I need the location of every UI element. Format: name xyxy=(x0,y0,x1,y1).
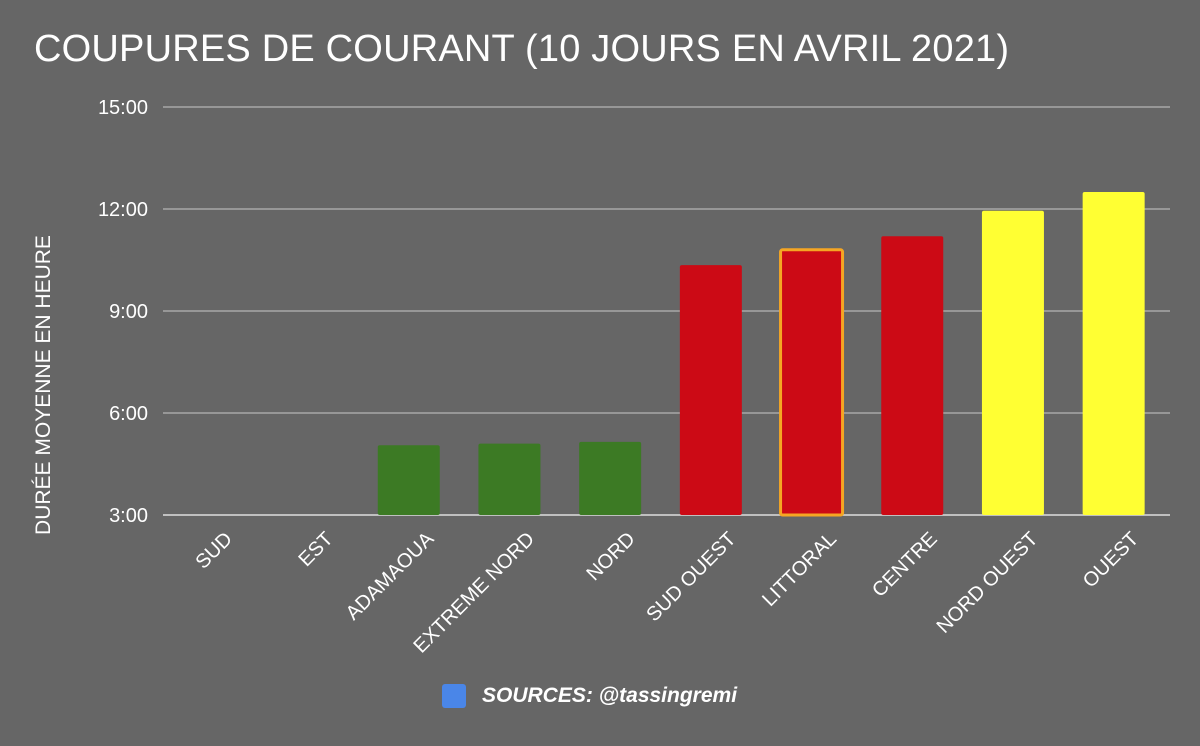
x-tick-label: SUD OUEST xyxy=(642,528,740,626)
x-tick-label: CENTRE xyxy=(868,528,942,602)
y-tick-label: 6:00 xyxy=(109,403,148,425)
bar xyxy=(579,441,642,515)
legend-swatch xyxy=(442,684,466,708)
y-tick-label: 15:00 xyxy=(98,97,148,119)
y-tick-label: 9:00 xyxy=(109,301,148,323)
x-tick-label: NORD xyxy=(582,528,639,585)
bar xyxy=(1082,192,1145,515)
bar xyxy=(377,445,440,515)
bar xyxy=(881,236,944,515)
y-tick-label: 3:00 xyxy=(109,505,148,527)
bars xyxy=(377,192,1145,517)
x-tick-label: LITTORAL xyxy=(758,528,841,611)
x-tick-label: SUD xyxy=(191,528,236,573)
bar xyxy=(779,248,845,517)
bar xyxy=(981,210,1044,515)
bar xyxy=(679,265,742,515)
legend-label: SOURCES: @tassingremi xyxy=(482,684,738,707)
bar xyxy=(478,443,541,515)
x-tick-label: OUEST xyxy=(1079,528,1143,592)
x-tick-label: EST xyxy=(295,528,338,571)
x-tick-label: NORD OUEST xyxy=(933,528,1043,638)
chart-title: COUPURES DE COURANT (10 JOURS EN AVRIL 2… xyxy=(34,28,1010,70)
y-axis-ticks: 3:00 6:00 9:00 12:00 15:00 xyxy=(98,97,148,527)
x-tick-label: ADAMAOUA xyxy=(342,528,439,625)
legend: SOURCES: @tassingremi xyxy=(442,684,737,708)
y-tick-label: 12:00 xyxy=(98,199,148,221)
